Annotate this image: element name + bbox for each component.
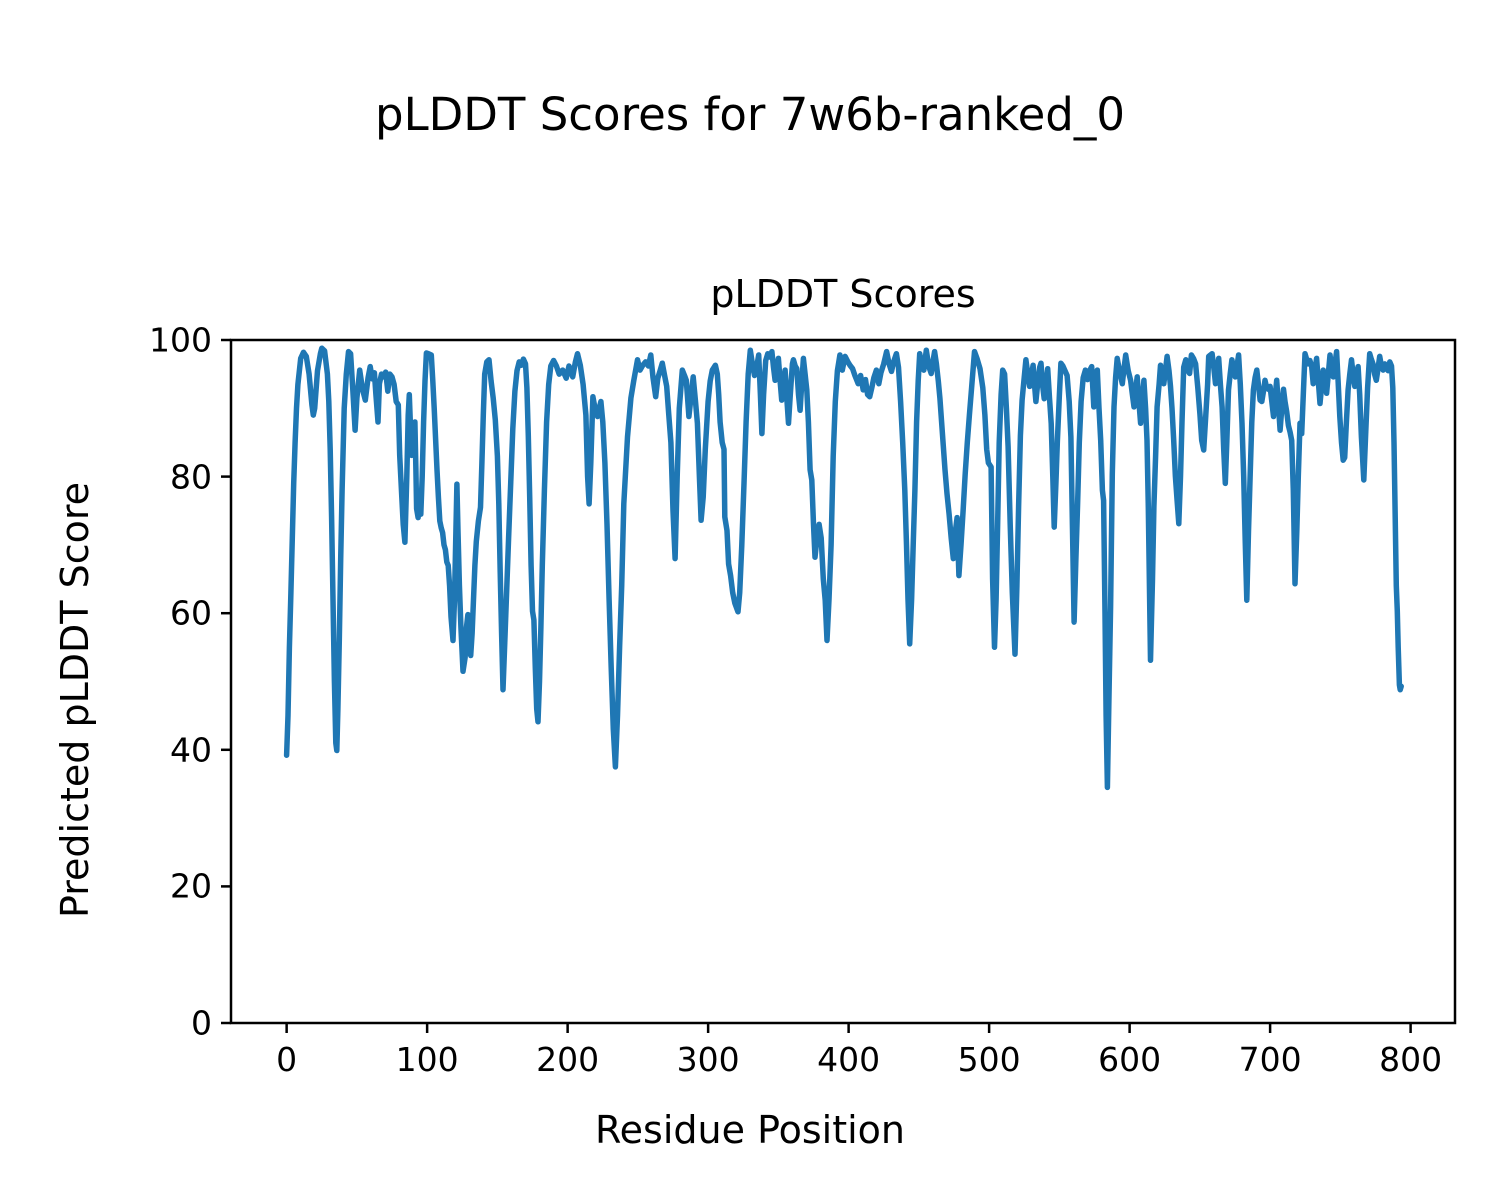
plot-frame bbox=[229, 338, 1457, 1025]
y-tick-label: 0 bbox=[191, 1003, 212, 1043]
x-tick-label: 700 bbox=[1238, 1040, 1302, 1079]
y-tick-label: 40 bbox=[170, 730, 212, 770]
figure-title: pLDDT Scores for 7w6b-ranked_0 bbox=[375, 88, 1125, 141]
x-axis-label: Residue Position bbox=[594, 1108, 906, 1152]
y-tick-label: 80 bbox=[170, 457, 212, 497]
x-tick-label: 600 bbox=[1098, 1040, 1162, 1079]
plddt-line bbox=[283, 345, 1404, 791]
x-tick-label: 500 bbox=[957, 1040, 1021, 1079]
y-tick-label: 20 bbox=[170, 866, 212, 906]
x-tick-label: 300 bbox=[676, 1040, 740, 1079]
x-tick-label: 400 bbox=[817, 1040, 881, 1079]
axis-ticks bbox=[221, 338, 1412, 1033]
y-tick-label: 100 bbox=[149, 320, 212, 360]
y-axis-label-text: Predicted pLDDT Score bbox=[53, 482, 97, 918]
y-tick-label: 60 bbox=[170, 593, 212, 633]
x-tick-label: 200 bbox=[536, 1040, 600, 1079]
x-tick-label: 0 bbox=[276, 1040, 298, 1079]
x-tick-label: 100 bbox=[395, 1040, 459, 1079]
x-tick-label: 800 bbox=[1379, 1040, 1443, 1079]
axes-title: pLDDT Scores bbox=[710, 272, 976, 316]
